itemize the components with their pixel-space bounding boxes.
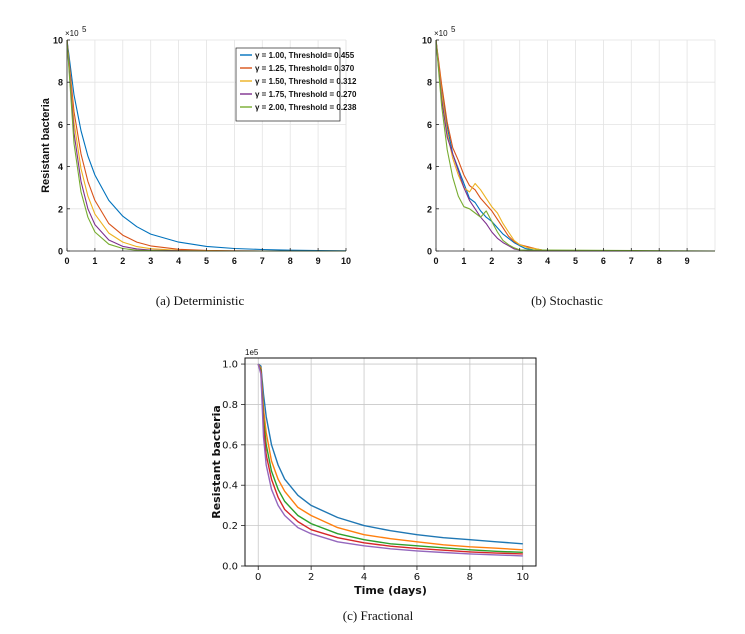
- y-scale-factor: ×10: [65, 29, 79, 38]
- x-tick-label: 9: [685, 256, 690, 266]
- x-tick-label: 2: [489, 256, 494, 266]
- y-tick-label: 0.0: [222, 562, 238, 573]
- legend-entry-5: γ = 2.00, Threshold = 0.238: [255, 103, 357, 112]
- y-tick-label: 4: [58, 162, 63, 172]
- y-tick-label: 2: [427, 204, 432, 214]
- x-tick-label: 0: [64, 256, 69, 266]
- x-tick-label: 0: [255, 572, 261, 583]
- legend-entry-1: γ = 1.00, Threshold= 0.455: [255, 51, 355, 60]
- y-tick-label: 0.4: [222, 481, 238, 492]
- plot-area: [245, 358, 536, 566]
- legend-entry-4: γ = 1.75, Threshold = 0.270: [255, 90, 357, 99]
- y-tick-label: 0.8: [222, 400, 238, 411]
- y-tick-label: 10: [422, 36, 432, 46]
- y-scale-exponent: 5: [82, 25, 87, 34]
- legend-box: [235, 47, 341, 122]
- x-tick-label: 10: [341, 256, 351, 266]
- x-tick-label: 6: [414, 572, 420, 583]
- series-line-5: [435, 39, 716, 252]
- y-tick-label: 1.0: [222, 360, 238, 371]
- x-tick-label: 7: [260, 256, 265, 266]
- x-tick-label: 3: [148, 256, 153, 266]
- series-line-3: [435, 39, 715, 252]
- series-line-5: [257, 363, 523, 557]
- y-tick-label: 2: [58, 204, 63, 214]
- x-tick-label: 8: [657, 256, 662, 266]
- x-tick-label: 4: [545, 256, 550, 266]
- y-tick-label: 4: [427, 162, 432, 172]
- y-tick-label: 0.2: [222, 521, 238, 532]
- x-tick-label: 5: [573, 256, 578, 266]
- caption-deterministic: (a) Deterministic: [156, 293, 245, 308]
- y-tick-label: 10: [53, 36, 63, 46]
- y-tick-label: 6: [427, 120, 432, 130]
- y-tick-label: 8: [58, 78, 63, 88]
- x-tick-label: 0: [433, 256, 438, 266]
- x-tick-label: 9: [316, 256, 321, 266]
- x-tick-label: 5: [204, 256, 209, 266]
- x-tick-label: 2: [308, 572, 314, 583]
- x-tick-label: 8: [467, 572, 473, 583]
- x-tick-label: 10: [516, 572, 529, 583]
- y-axis-label: Resistant bacteria: [210, 405, 223, 519]
- x-tick-label: 4: [361, 572, 367, 583]
- y-scale-exponent: 5: [451, 25, 456, 34]
- series-line-3: [257, 363, 523, 553]
- y-scale-factor: ×10: [434, 29, 448, 38]
- plot-frame: [244, 357, 537, 567]
- y-tick-label: 0: [427, 247, 432, 257]
- y-axis-label: Resistant bacteria: [40, 97, 52, 193]
- legend-entry-3: γ = 1.50, Threshold = 0.312: [255, 77, 357, 86]
- y-tick-label: 0.6: [222, 440, 238, 451]
- x-tick-label: 7: [629, 256, 634, 266]
- y-tick-label: 0: [58, 247, 63, 257]
- series-line-4: [435, 39, 715, 252]
- x-tick-label: 1: [92, 256, 97, 266]
- series-line-4: [257, 363, 523, 555]
- x-tick-label: 6: [601, 256, 606, 266]
- x-tick-label: 3: [517, 256, 522, 266]
- caption-stochastic: (b) Stochastic: [531, 293, 603, 308]
- x-tick-label: 6: [232, 256, 237, 266]
- series-line-1: [257, 363, 523, 545]
- caption-fractional: (c) Fractional: [343, 608, 414, 623]
- y-scale-factor: 1e5: [245, 348, 259, 357]
- y-tick-label: 8: [427, 78, 432, 88]
- x-tick-label: 8: [288, 256, 293, 266]
- legend-entry-2: γ = 1.25, Threshold= 0.370: [255, 64, 355, 73]
- x-tick-label: 1: [461, 256, 466, 266]
- series-line-2: [435, 39, 715, 252]
- panel-fractional: 0 2 4 6 8 10 0.0 0.2 0.4 0.6 0.8 1.0 1e5 Resistant ba…: [210, 348, 537, 597]
- y-tick-label: 6: [58, 120, 63, 130]
- series-line-1: [66, 39, 347, 252]
- x-axis-label: Time (days): [354, 584, 427, 597]
- x-tick-label: 2: [120, 256, 125, 266]
- series-line-2: [257, 363, 523, 551]
- x-tick-label: 4: [176, 256, 181, 266]
